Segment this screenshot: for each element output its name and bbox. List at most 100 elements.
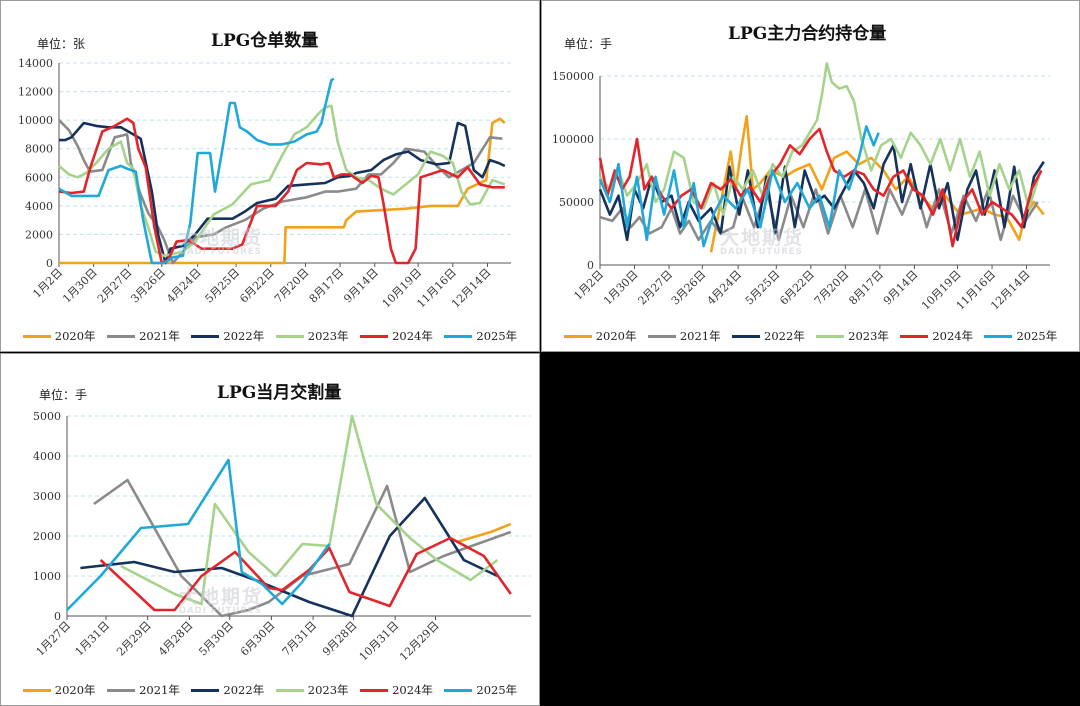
y-tick-label: 0	[587, 259, 594, 272]
warehouse-receipt-chart: 020004000600080001000012000140001月2日1月30…	[18, 57, 511, 310]
legend-label: 2020年	[595, 329, 637, 343]
x-tick-label: 5月30日	[196, 619, 236, 659]
legend-swatch	[816, 334, 845, 338]
legend-item: 2023年	[275, 682, 349, 698]
y-tick-label: 2000	[25, 228, 53, 241]
legend-swatch	[360, 688, 389, 692]
legend-label: 2021年	[139, 683, 180, 697]
legend: 2020年 2021年 2022年 2023年 2024年 2025年	[1, 328, 539, 344]
series-line-2020年	[456, 522, 512, 544]
x-tick-label: 9月14日	[341, 266, 381, 306]
legend-label: 2023年	[848, 329, 889, 343]
series-line-2023年	[58, 104, 506, 258]
legend-swatch	[647, 334, 676, 338]
legend-item: 2022年	[732, 328, 805, 344]
legend-item: 2025年	[444, 682, 517, 698]
x-tick-label: 3月26日	[669, 268, 709, 308]
y-tick-label: 0	[54, 610, 61, 623]
legend-swatch	[107, 688, 136, 692]
legend-label: 2021年	[139, 329, 180, 343]
series-line-2025年	[58, 77, 335, 265]
y-tick-label: 4000	[33, 450, 61, 463]
legend-item: 2024年	[360, 328, 433, 344]
legend-label: 2025年	[476, 329, 518, 343]
series-line-2020年	[59, 117, 506, 265]
legend-item: 2022年	[191, 328, 264, 344]
delivery-volume-chart-panel: 0 1000 2000 3000 4000 5000 1月27日 1月31日 2月29日 4月28…	[0, 353, 540, 706]
y-tick-label: 14000	[18, 57, 53, 70]
x-tick-label: 1月31日	[73, 619, 113, 659]
legend-swatch	[191, 688, 220, 692]
x-tick-label: 1月30日	[601, 268, 641, 308]
x-tick-label: 3月26日	[128, 266, 168, 306]
series-line-2025年	[66, 458, 331, 611]
legend-label: 2023年	[307, 329, 349, 343]
y-tick-label: 6000	[25, 171, 53, 184]
legend-item: 2020年	[563, 328, 637, 344]
chart-title: LPG主力合约持仓量	[728, 24, 887, 44]
x-tick-label: 10月31日	[357, 619, 402, 664]
x-tick-label: 5月25日	[743, 268, 783, 308]
y-tick-label: 4000	[25, 200, 53, 213]
y-tick-label: 8000	[25, 143, 53, 156]
x-tick-label: 12月29日	[397, 619, 442, 664]
legend-label: 2022年	[764, 329, 805, 343]
legend-label: 2022年	[223, 329, 265, 343]
legend-swatch	[275, 688, 304, 692]
y-tick-label: 10000	[18, 114, 53, 127]
y-tick-label: 1000	[33, 570, 61, 583]
x-tick-label: 8月17日	[846, 268, 886, 308]
y-tick-label: 150000	[552, 70, 594, 83]
unit-label: 单位：手	[564, 37, 613, 51]
series-line-2021年	[599, 181, 1039, 242]
legend-item: 2020年	[22, 328, 96, 344]
watermark-logo: 大地期货 DADI FUTURES	[179, 586, 264, 616]
legend-swatch	[563, 334, 592, 338]
series-line-2023年	[598, 62, 1041, 216]
y-tick-label: 50000	[559, 196, 594, 209]
legend-label: 2022年	[223, 683, 265, 697]
legend-swatch	[22, 688, 51, 692]
series-line-2023年	[120, 414, 499, 606]
legend-label: 2024年	[392, 683, 433, 697]
watermark-logo: 大地期货 DADI FUTURES	[179, 227, 264, 257]
y-tick-label: 5000	[33, 410, 61, 423]
series-line-2021年	[93, 478, 512, 618]
watermark-logo: 大地期货 DADI FUTURES	[720, 227, 805, 257]
legend-swatch	[360, 334, 389, 338]
legend-item: 2025年	[444, 328, 517, 344]
unit-label: 单位：张	[37, 37, 86, 51]
y-tick-label: 2000	[33, 530, 61, 543]
x-tick-label: 8月17日	[307, 266, 347, 306]
series-line-2021年	[58, 119, 503, 265]
legend-swatch	[107, 334, 136, 338]
y-tick-label: 0	[46, 257, 53, 270]
warehouse-receipt-chart-panel: 0 2000 4000 6000 8000 10000 12000 14000 1月2日 1月30…	[0, 0, 540, 352]
x-tick-label: 9月14日	[881, 268, 921, 308]
series-line-2022年	[80, 496, 498, 618]
x-tick-label: 2月27日	[636, 268, 676, 308]
delivery-volume-chart: 0 1000 2000 3000 4000 5000 1月27日 1月31日 2月29日 4月28…	[33, 410, 531, 664]
legend-label: 2023年	[307, 683, 349, 697]
legend-item: 2020年	[22, 682, 96, 698]
x-tick-label: 4月24日	[164, 266, 204, 306]
open-interest-chart-panel: 0 50000 100000 150000 1月2日 1月30日 2月27日 3月26日 4月2…	[541, 0, 1080, 352]
series-line-2025年	[598, 125, 880, 248]
legend-swatch	[900, 334, 929, 338]
legend-swatch	[444, 688, 473, 692]
legend-label: 2021年	[679, 329, 721, 343]
x-tick-label: 7月31日	[280, 619, 320, 659]
x-tick-label: 5月25日	[203, 266, 243, 306]
x-tick-label: 6月22日	[237, 266, 277, 306]
y-tick-label: 100000	[552, 133, 594, 146]
chart-title: LPG当月交割量	[217, 383, 342, 403]
x-tick-label: 4月28日	[156, 619, 196, 659]
legend-label: 2020年	[54, 329, 96, 343]
x-tick-label: 2月29日	[114, 619, 154, 659]
legend-label: 2024年	[392, 329, 433, 343]
legend-label: 2025年	[476, 683, 518, 697]
legend-item: 2023年	[816, 328, 889, 344]
legend-swatch	[191, 334, 220, 338]
x-tick-label: 9月28日	[320, 619, 360, 659]
series-line-2020年	[709, 115, 1045, 253]
